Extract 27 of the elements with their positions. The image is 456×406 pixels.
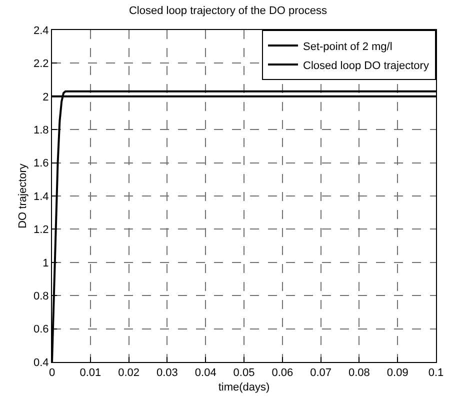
- x-tick-label: 0.02: [118, 367, 140, 380]
- x-tick-label: 0.03: [156, 367, 178, 380]
- y-axis-title: DO trajectory: [17, 163, 30, 228]
- x-tick-label: 0.08: [348, 367, 370, 380]
- legend-label: Closed loop DO trajectory: [303, 60, 430, 72]
- x-axis-title: time(days): [218, 381, 270, 394]
- x-tick-label: 0.04: [194, 367, 216, 380]
- y-tick-label: 2.4: [34, 24, 49, 37]
- x-tick-label: 0.07: [310, 367, 332, 380]
- y-tick-label: 1.8: [34, 124, 49, 136]
- y-tick-label: 0.4: [34, 356, 49, 369]
- y-tick-label: 0.6: [34, 324, 49, 336]
- x-tick-label: 0.1: [428, 367, 444, 380]
- x-tick-label: 0.01: [80, 367, 102, 380]
- chart-title: Closed loop trajectory of the DO process: [128, 4, 328, 17]
- x-tick-label: 0: [48, 367, 56, 380]
- y-tick-label: 1.2: [34, 224, 49, 236]
- x-tick-label: 0.05: [233, 367, 255, 380]
- x-tick-label: 0.06: [272, 367, 294, 380]
- y-tick-label: 1: [42, 257, 49, 270]
- y-tick-label: 2.2: [34, 58, 49, 70]
- legend-label: Set-point of 2 mg/l: [303, 40, 392, 53]
- y-tick-label: 1.6: [34, 158, 49, 170]
- y-tick-label: 0.8: [34, 290, 49, 302]
- y-tick-label: 1.4: [34, 190, 49, 203]
- y-tick-label: 2: [42, 91, 49, 104]
- x-tick-label: 0.09: [386, 367, 408, 380]
